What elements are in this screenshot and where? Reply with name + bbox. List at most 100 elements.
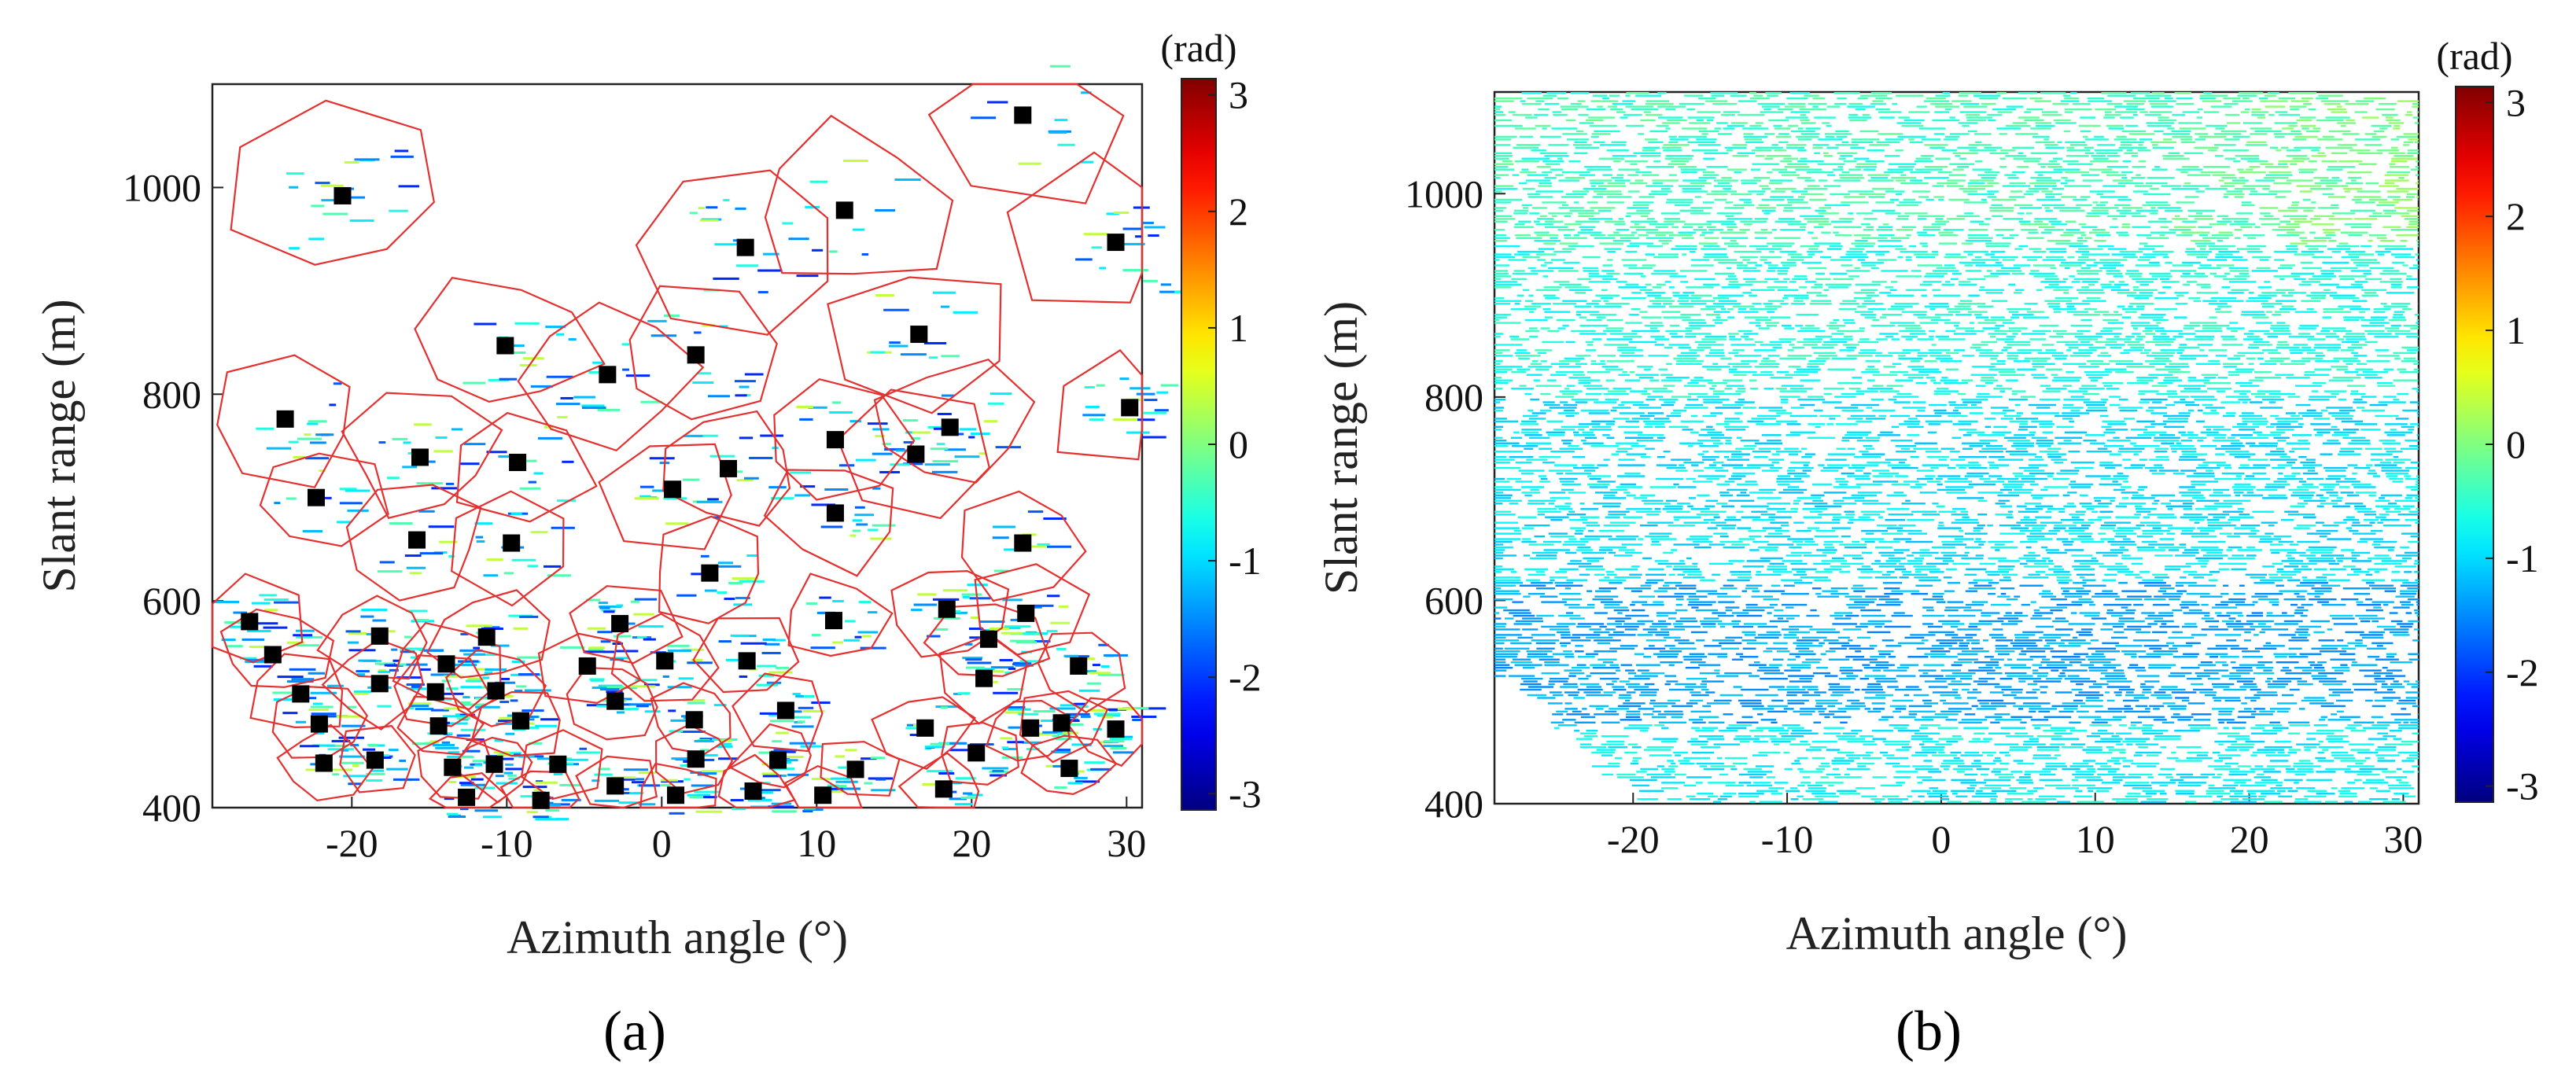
b-phase-streak (2294, 253, 2315, 256)
b-phase-streak (1595, 294, 1620, 296)
b-phase-streak (1591, 420, 1616, 423)
b-phase-streak (1845, 253, 1867, 256)
b-phase-streak (1626, 92, 1649, 94)
b-phase-streak (1623, 491, 1631, 494)
b-phase-streak (1736, 483, 1758, 486)
a-phase-streak (288, 440, 299, 444)
b-phase-streak (2306, 409, 2316, 412)
b-phase-streak (2196, 499, 2220, 503)
a-phase-streak (349, 219, 374, 223)
b-phase-streak (1968, 466, 1988, 469)
b-phase-streak (2355, 201, 2375, 204)
b-phase-streak (1494, 371, 1508, 374)
a-phase-streak (264, 609, 278, 612)
b-phase-streak (2300, 190, 2313, 193)
b-phase-streak (1879, 292, 1892, 294)
a-phase-streak (322, 212, 348, 215)
a-phase-streak (870, 351, 886, 354)
b-phase-streak (2143, 431, 2167, 434)
b-phase-streak (2402, 409, 2419, 412)
b-phase-streak (1539, 455, 1561, 458)
b-phase-streak (1671, 396, 1692, 398)
b-phase-streak (1842, 497, 1865, 499)
b-phase-streak (1620, 237, 1639, 239)
b-phase-streak (2327, 349, 2339, 352)
a-phase-streak (895, 449, 908, 452)
a-phase-streak (716, 565, 742, 568)
b-phase-streak (2182, 261, 2201, 264)
b-phase-streak (2195, 190, 2205, 193)
b-phase-streak (1761, 105, 1780, 108)
b-phase-streak (1657, 92, 1667, 94)
b-phase-streak (2178, 333, 2196, 335)
b-phase-streak (2246, 141, 2267, 144)
b-phase-streak (1582, 256, 1601, 259)
b-phase-streak (1995, 261, 2002, 264)
a-phase-streak (811, 701, 831, 705)
b-phase-streak (1841, 392, 1865, 396)
b-phase-streak (1951, 436, 1962, 439)
b-phase-streak (1809, 198, 1827, 201)
b-phase-streak (2187, 209, 2216, 212)
b-phase-streak (2039, 450, 2059, 453)
b-phase-streak (2053, 119, 2071, 122)
b-phase-streak (1787, 349, 1794, 352)
b-phase-streak (1856, 420, 1873, 423)
b-phase-streak (1589, 477, 1601, 480)
b-phase-streak (2148, 100, 2176, 102)
a-phase-streak (849, 420, 861, 423)
b-phase-streak (1749, 92, 1756, 94)
b-phase-streak (1634, 223, 1640, 226)
b-phase-streak (1833, 318, 1840, 322)
b-phase-streak (1847, 447, 1856, 450)
b-phase-streak (1767, 267, 1790, 270)
b-phase-streak (2331, 414, 2354, 418)
b-phase-streak (1705, 305, 1725, 307)
b-phase-streak (2386, 475, 2398, 477)
b-phase-streak (1945, 486, 1973, 488)
a-phase-streak (763, 252, 779, 256)
b-phase-streak (1987, 196, 1997, 198)
a-phase-streak (598, 684, 623, 687)
b-phase-streak (2031, 374, 2045, 376)
b-phase-streak (1494, 198, 1523, 201)
b-phase-streak (1602, 97, 1609, 100)
b-phase-streak (2248, 292, 2254, 294)
a-phase-streak (843, 639, 860, 642)
b-phase-streak (2158, 119, 2176, 122)
b-phase-streak (2045, 146, 2065, 149)
b-phase-streak (1657, 455, 1665, 458)
b-phase-streak (2101, 171, 2119, 174)
a-phase-streak (832, 599, 844, 602)
b-phase-streak (2307, 338, 2326, 341)
b-phase-streak (1703, 283, 1720, 286)
b-phase-streak (1640, 119, 1656, 122)
b-phase-streak (1587, 201, 1598, 204)
b-phase-streak (2121, 497, 2129, 499)
a-phase-streak (559, 783, 582, 786)
b-phase-streak (2041, 111, 2058, 113)
b-phase-streak (2374, 335, 2399, 338)
b-phase-streak (2155, 368, 2181, 370)
a-phase-streak (872, 452, 893, 455)
b-phase-streak (2213, 491, 2224, 494)
b-phase-streak (1706, 119, 1714, 122)
b-phase-streak (2130, 92, 2150, 94)
a-ytick-label: 400 (142, 786, 201, 830)
b-phase-streak (1543, 403, 1561, 407)
a-phase-streak (399, 759, 407, 762)
b-phase-streak (1578, 379, 1601, 381)
b-phase-streak (1575, 401, 1588, 403)
b-phase-streak (2240, 226, 2253, 228)
b-phase-streak (2183, 283, 2190, 286)
b-phase-streak (1901, 447, 1911, 450)
b-phase-streak (2256, 267, 2271, 270)
b-phase-streak (2368, 494, 2376, 497)
b-phase-streak (2379, 440, 2396, 442)
b-phase-streak (1494, 283, 1522, 286)
b-phase-streak (1727, 124, 1745, 127)
b-phase-streak (1872, 409, 1896, 412)
b-phase-streak (1924, 275, 1944, 278)
b-phase-streak (2149, 111, 2172, 113)
b-phase-streak (1534, 239, 1561, 242)
